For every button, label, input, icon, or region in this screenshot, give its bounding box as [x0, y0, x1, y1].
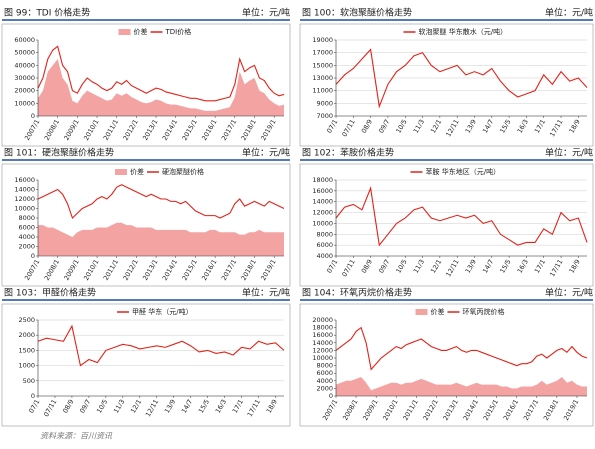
- y-tick-label: 0: [31, 392, 35, 400]
- y-tick-label: 6000: [18, 224, 35, 232]
- legend-swatch: [415, 309, 428, 315]
- y-tick-label: 12000: [312, 346, 333, 354]
- legend-label: 苯胺 华东地区（元/吨）: [426, 167, 501, 176]
- area: [38, 59, 284, 116]
- line: [335, 48, 588, 109]
- y-tick-label: 2000: [18, 243, 35, 251]
- y-tick-label: 9000: [316, 99, 333, 107]
- y-tick-label: 6000: [316, 369, 333, 377]
- y-tick-label: 13000: [312, 74, 333, 82]
- y-tick-label: 11000: [312, 87, 333, 95]
- line: [335, 326, 588, 371]
- y-tick-label: 0: [31, 112, 35, 120]
- y-tick-label: 4000: [316, 252, 333, 260]
- line: [37, 45, 285, 102]
- y-tick-label: 10000: [14, 205, 35, 213]
- y-tick-label: 16000: [312, 187, 333, 195]
- line: [37, 324, 285, 367]
- y-tick-label: 10000: [312, 219, 333, 227]
- figure-title: 图 101：硬泡聚醚价格走势: [4, 147, 114, 159]
- y-tick-label: 8000: [316, 230, 333, 238]
- legend-label: 甲醛 华东（元/吨）: [132, 307, 193, 316]
- legend-label: 价差: [134, 27, 148, 36]
- unit-label: 单位：元/吨: [242, 147, 290, 159]
- y-tick-label: 12000: [312, 209, 333, 217]
- y-tick-label: 17000: [312, 49, 333, 57]
- y-tick-label: 20000: [14, 87, 35, 95]
- y-tick-label: 8000: [18, 214, 35, 222]
- y-tick-label: 1500: [18, 346, 35, 354]
- y-tick-label: 18000: [312, 324, 333, 332]
- y-tick-label: 40000: [14, 61, 35, 69]
- y-tick-label: 6000: [316, 241, 333, 249]
- figure-title: 图 99：TDI 价格走势: [4, 7, 90, 19]
- y-tick-label: 10000: [312, 354, 333, 362]
- unit-label: 单位：元/吨: [242, 7, 290, 19]
- y-tick-label: 14000: [312, 198, 333, 206]
- legend-label: 价差: [130, 167, 144, 176]
- legend-label: 硬泡聚醚价格: [162, 167, 204, 176]
- y-tick-label: 2000: [316, 384, 333, 392]
- y-tick-label: 30000: [14, 74, 35, 82]
- unit-label: 单位：元/吨: [242, 287, 290, 299]
- y-tick-label: 19000: [312, 36, 333, 44]
- y-tick-label: 2000: [18, 331, 35, 339]
- y-tick-label: 14000: [14, 186, 35, 194]
- unit-label: 单位：元/吨: [545, 287, 593, 299]
- y-tick-label: 10000: [14, 99, 35, 107]
- source-note: 资料来源：百川资讯: [40, 432, 113, 441]
- chart-frame: [299, 163, 594, 287]
- y-tick-label: 15000: [312, 61, 333, 69]
- y-tick-label: 18000: [312, 176, 333, 184]
- y-tick-label: 4000: [18, 233, 35, 241]
- chart-frame: [299, 23, 594, 147]
- legend-label: TDI价格: [165, 27, 192, 36]
- line: [335, 186, 588, 247]
- y-tick-label: 16000: [14, 176, 35, 184]
- y-tick-label: 16000: [312, 331, 333, 339]
- y-tick-label: 8000: [316, 362, 333, 370]
- line: [37, 184, 285, 219]
- y-tick-label: 20000: [312, 316, 333, 324]
- legend-label: 软泡聚醚 华东散水（元/吨）: [419, 27, 508, 36]
- legend-swatch: [118, 29, 131, 35]
- legend-swatch: [115, 169, 127, 175]
- area: [336, 377, 587, 396]
- y-tick-label: 12000: [14, 195, 35, 203]
- y-tick-label: 4000: [316, 377, 333, 385]
- chart-frame: [1, 163, 291, 287]
- figure-title: 图 103：甲醛价格走势: [4, 287, 96, 299]
- figure-title: 图 102：苯胺价格走势: [302, 147, 394, 159]
- y-tick-label: 1000: [18, 362, 35, 370]
- y-tick-label: 0: [329, 392, 333, 400]
- y-tick-label: 50000: [14, 49, 35, 57]
- y-tick-label: 500: [23, 377, 35, 385]
- y-tick-label: 60000: [14, 36, 35, 44]
- y-tick-label: 14000: [312, 339, 333, 347]
- legend-label: 价差: [431, 307, 445, 316]
- area: [38, 222, 284, 256]
- chart-frame: [1, 303, 291, 427]
- legend-label: 环氧丙烷价格: [463, 307, 505, 316]
- figure-title: 图 104：环氧丙烷价格走势: [302, 287, 412, 299]
- y-tick-label: 0: [31, 252, 35, 260]
- figure-title: 图 100：软泡聚醚价格走势: [302, 7, 412, 19]
- y-tick-label: 7000: [316, 112, 333, 120]
- chart-frame: [299, 303, 594, 427]
- unit-label: 单位：元/吨: [545, 7, 593, 19]
- unit-label: 单位：元/吨: [545, 147, 593, 159]
- y-tick-label: 2500: [18, 316, 35, 324]
